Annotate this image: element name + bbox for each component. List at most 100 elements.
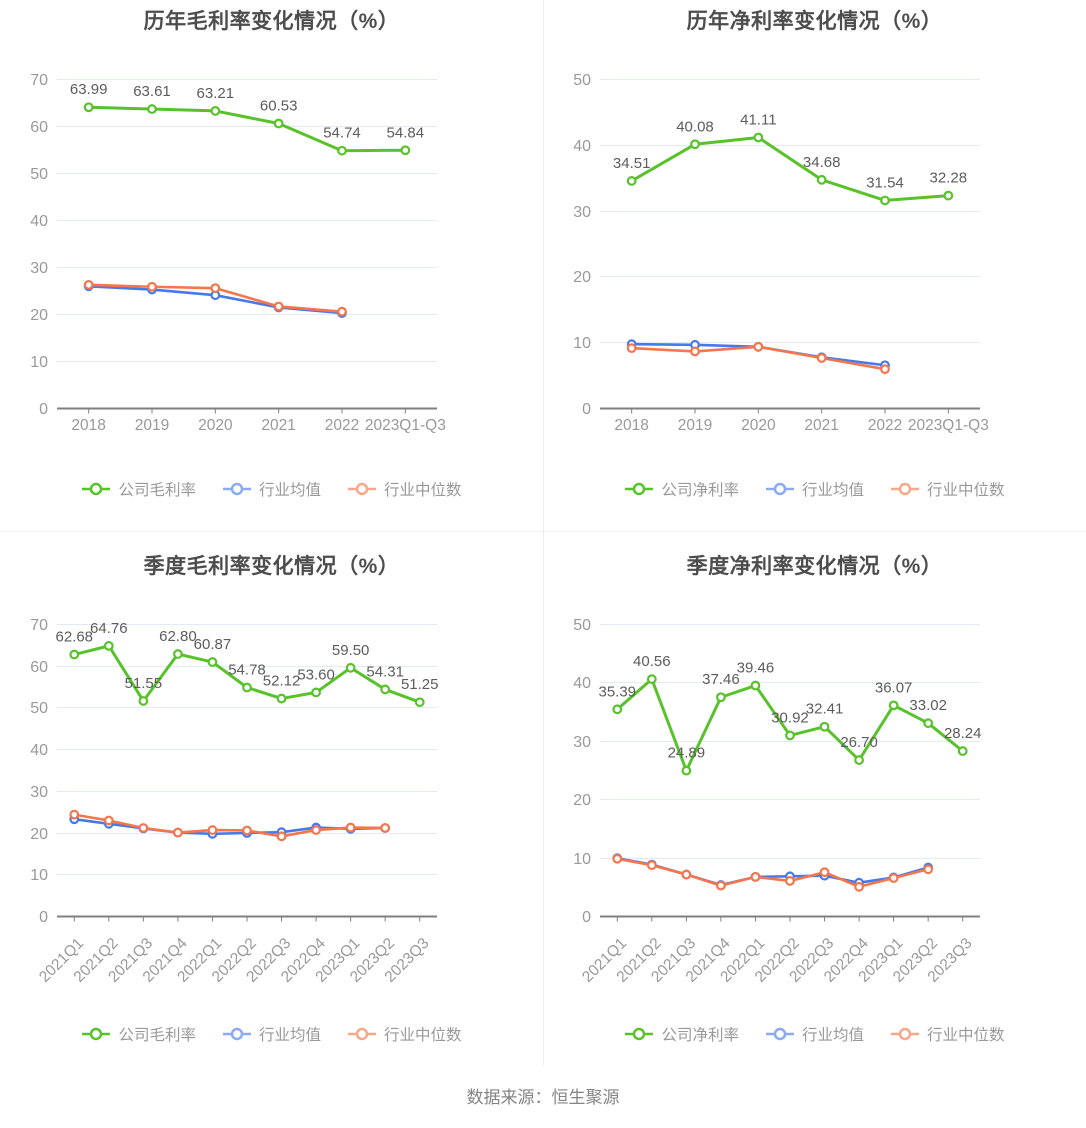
svg-text:40.56: 40.56 [633, 653, 671, 670]
legend-item-industry-average[interactable]: 行业均值 [222, 478, 321, 500]
data-source-caption: 数据来源：恒生聚源 [466, 1088, 620, 1107]
svg-text:37.46: 37.46 [702, 671, 740, 688]
svg-text:36.07: 36.07 [875, 679, 913, 696]
quarterly-net-margin-panel: 季度净利率变化情况（%） 0 10 20 30 40 50 2021Q1 2021Q2 2021… [543, 545, 1086, 1065]
svg-text:60: 60 [30, 119, 48, 136]
svg-text:62.80: 62.80 [159, 628, 197, 645]
legend: 公司净利率 行业均值 行业中位数 [543, 478, 1086, 500]
svg-text:59.50: 59.50 [332, 642, 370, 659]
svg-text:26.70: 26.70 [840, 734, 878, 751]
svg-text:0: 0 [39, 909, 48, 926]
legend-item-company-net-margin[interactable]: 公司净利率 [624, 478, 739, 500]
chart-title: 季度净利率变化情况（%） [686, 555, 943, 578]
svg-text:40: 40 [30, 742, 48, 759]
svg-text:60.87: 60.87 [194, 636, 232, 653]
industry-median-legend-icon [348, 1027, 376, 1041]
svg-text:70: 70 [30, 617, 48, 634]
quarterly-gross-margin-panel: 季度毛利率变化情况（%） 0 10 20 30 40 50 60 70 2021Q1 2021Q2… [0, 545, 543, 1065]
industry-median-legend-icon [348, 482, 376, 496]
annual-net-margin-panel: 历年净利率变化情况（%） 0 10 20 30 40 50 2018 2019 2020 2021… [543, 0, 1086, 545]
svg-text:53.60: 53.60 [297, 666, 335, 683]
svg-text:2022: 2022 [325, 417, 359, 434]
legend-label: 行业均值 [258, 482, 321, 499]
svg-text:40.08: 40.08 [676, 118, 714, 135]
svg-text:20: 20 [573, 269, 591, 286]
svg-text:2022: 2022 [868, 417, 902, 434]
svg-text:30: 30 [573, 204, 591, 221]
legend-item-industry-median[interactable]: 行业中位数 [890, 478, 1005, 500]
company-series-legend-icon [625, 1027, 654, 1041]
svg-text:50: 50 [573, 617, 591, 634]
legend-label: 行业中位数 [384, 482, 462, 499]
svg-text:2021: 2021 [804, 417, 838, 434]
svg-text:40: 40 [30, 213, 48, 230]
svg-text:2019: 2019 [678, 417, 712, 434]
legend-label: 行业均值 [258, 1027, 321, 1044]
industry-average-legend-icon [222, 482, 251, 496]
industry-average-legend-icon [222, 1027, 251, 1041]
quarterly-net-margin-chart-canvas[interactable]: 010203040502021Q12021Q22021Q32021Q42022Q… [543, 545, 1086, 1065]
svg-text:52.12: 52.12 [263, 673, 301, 690]
svg-text:10: 10 [573, 335, 591, 352]
svg-text:40: 40 [573, 138, 591, 155]
svg-text:40: 40 [573, 675, 591, 692]
svg-text:33.02: 33.02 [909, 697, 947, 714]
svg-text:63.21: 63.21 [197, 85, 235, 102]
svg-text:30.92: 30.92 [771, 709, 809, 726]
svg-text:20: 20 [30, 826, 48, 843]
legend-item-company-gross-margin[interactable]: 公司毛利率 [81, 1023, 196, 1045]
svg-text:54.78: 54.78 [228, 661, 266, 678]
company-series-legend-icon [625, 482, 654, 496]
svg-text:20: 20 [30, 307, 48, 324]
industry-median-legend-icon [891, 482, 919, 496]
svg-text:60.53: 60.53 [260, 98, 298, 115]
annual-net-margin-chart-canvas[interactable]: 0 10 20 30 40 50 2018 2019 2020 2021 2022 2023Q1-Q3… [543, 0, 1086, 545]
svg-text:32.28: 32.28 [930, 170, 968, 187]
company-series-legend-icon [82, 482, 111, 496]
annual-gross-margin-chart-canvas[interactable]: 0 10 20 30 40 50 60 70 2018 2019 2020 2021 2022 2023Q… [0, 0, 543, 545]
industry-median-legend-icon [891, 1027, 919, 1041]
legend: 公司毛利率 行业均值 行业中位数 [0, 1023, 543, 1045]
legend-item-industry-median[interactable]: 行业中位数 [347, 1023, 462, 1045]
svg-text:60: 60 [30, 659, 48, 676]
legend-item-company-gross-margin[interactable]: 公司毛利率 [81, 478, 196, 500]
quarterly-gross-margin-chart-canvas[interactable]: 0102030405060702021Q12021Q22021Q32021Q42… [0, 545, 543, 1065]
legend-item-industry-average[interactable]: 行业均值 [765, 1023, 864, 1045]
legend-item-company-net-margin[interactable]: 公司净利率 [624, 1023, 739, 1045]
legend-item-industry-median[interactable]: 行业中位数 [347, 478, 462, 500]
legend-item-industry-average[interactable]: 行业均值 [222, 1023, 321, 1045]
svg-text:2023Q1-Q3: 2023Q1-Q3 [365, 417, 446, 434]
svg-text:50: 50 [30, 700, 48, 717]
svg-text:10: 10 [30, 354, 48, 371]
svg-text:2018: 2018 [614, 417, 648, 434]
chart-title: 历年毛利率变化情况（%） [143, 10, 400, 33]
column-divider [543, 0, 544, 1065]
legend-label: 行业均值 [801, 482, 864, 499]
svg-text:54.84: 54.84 [387, 124, 425, 141]
legend-item-industry-average[interactable]: 行业均值 [765, 478, 864, 500]
svg-text:62.68: 62.68 [55, 629, 93, 646]
svg-text:2020: 2020 [198, 417, 233, 434]
svg-text:30: 30 [30, 784, 48, 801]
legend-label: 行业中位数 [384, 1027, 462, 1044]
svg-text:20: 20 [573, 792, 591, 809]
legend-label: 公司毛利率 [118, 482, 196, 499]
svg-text:30: 30 [573, 734, 591, 751]
svg-text:51.25: 51.25 [401, 676, 439, 693]
svg-text:63.99: 63.99 [70, 81, 108, 98]
svg-text:34.51: 34.51 [613, 155, 651, 172]
svg-text:34.68: 34.68 [803, 154, 841, 171]
svg-text:39.46: 39.46 [737, 660, 775, 677]
svg-text:2021: 2021 [261, 417, 295, 434]
legend-item-industry-median[interactable]: 行业中位数 [890, 1023, 1005, 1045]
svg-text:32.41: 32.41 [806, 701, 844, 718]
svg-text:10: 10 [573, 851, 591, 868]
legend-label: 公司净利率 [661, 482, 739, 499]
legend: 公司净利率 行业均值 行业中位数 [543, 1023, 1086, 1045]
svg-text:24.89: 24.89 [668, 745, 706, 762]
svg-text:54.74: 54.74 [323, 125, 361, 142]
svg-text:0: 0 [582, 401, 591, 418]
svg-text:2020: 2020 [741, 417, 776, 434]
svg-text:28.24: 28.24 [944, 725, 982, 742]
